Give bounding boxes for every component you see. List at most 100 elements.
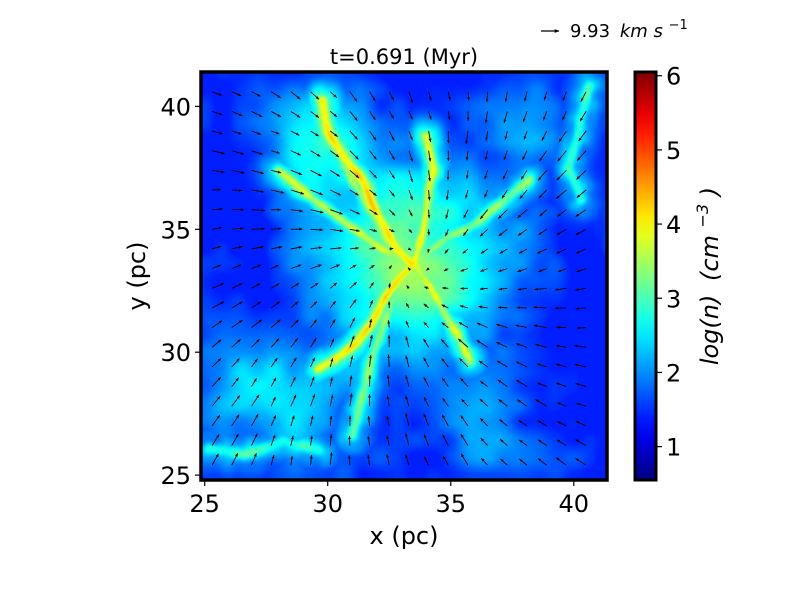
velocity-arrow: [458, 321, 469, 329]
velocity-arrow: [211, 395, 221, 407]
velocity-arrow: [558, 130, 567, 143]
velocity-arrow: [231, 91, 242, 97]
velocity-arrow: [405, 395, 410, 407]
velocity-arrow: [388, 130, 395, 142]
velocity-arrow: [349, 355, 354, 368]
velocity-arrow: [310, 376, 315, 387]
velocity-arrow: [330, 264, 341, 270]
velocity-arrow: [231, 282, 243, 289]
velocity-arrow: [271, 169, 282, 174]
velocity-arrow: [575, 248, 587, 254]
colorbar: 1 2 3 4 5 6 log(n) (cm −3 ): [633, 63, 724, 482]
velocity-arrow: [423, 338, 429, 348]
quiver-key: 9.93 km s −1: [541, 18, 688, 42]
velocity-arrow: [426, 267, 430, 271]
velocity-arrow: [329, 394, 334, 407]
velocity-arrow: [480, 248, 488, 254]
velocity-arrow: [408, 209, 413, 217]
velocity-arrow: [442, 397, 449, 407]
velocity-arrow: [497, 306, 508, 309]
velocity-arrow: [270, 264, 280, 270]
velocity-arrow: [575, 307, 587, 310]
velocity-arrow: [522, 150, 528, 161]
velocity-arrow: [386, 415, 390, 427]
quiver-key-unit-exponent: −1: [669, 18, 688, 33]
velocity-arrow: [310, 228, 324, 232]
velocity-arrow: [388, 282, 391, 289]
velocity-arrow: [329, 110, 338, 118]
velocity-arrow: [310, 91, 320, 100]
velocity-arrow: [251, 264, 262, 270]
velocity-arrow: [578, 130, 587, 142]
velocity-arrow: [388, 189, 395, 197]
velocity-arrow: [537, 382, 547, 388]
velocity-arrow: [575, 458, 587, 466]
y-tick-label: 30: [160, 339, 191, 367]
velocity-arrow: [575, 228, 587, 236]
velocity-arrow: [329, 130, 338, 137]
velocity-arrow: [211, 282, 225, 289]
velocity-arrow: [290, 435, 294, 446]
velocity-arrow: [310, 301, 318, 309]
velocity-arrow: [517, 287, 528, 291]
velocity-arrow: [533, 305, 547, 309]
velocity-arrow: [348, 455, 351, 466]
x-tick-label: 25: [189, 490, 220, 518]
velocity-arrow: [270, 338, 280, 348]
velocity-arrow: [329, 415, 333, 426]
velocity-arrow: [231, 130, 243, 135]
velocity-arrow: [465, 170, 469, 179]
velocity-arrow: [231, 377, 240, 387]
velocity-arrow: [349, 317, 356, 328]
velocity-arrow: [290, 150, 301, 156]
velocity-arrow: [576, 189, 587, 198]
velocity-arrow: [290, 110, 301, 118]
y-tick-label: 25: [160, 462, 191, 490]
velocity-arrow: [231, 358, 240, 368]
velocity-arrow: [329, 150, 340, 158]
velocity-arrow: [211, 130, 223, 135]
velocity-arrow: [329, 91, 338, 99]
velocity-arrow: [441, 358, 449, 368]
colorbar-fill: [635, 72, 656, 480]
velocity-arrow: [405, 375, 410, 387]
velocity-arrow: [329, 169, 341, 177]
velocity-arrow: [503, 111, 508, 124]
velocity-arrow: [406, 285, 410, 289]
velocity-arrow: [556, 248, 567, 254]
velocity-arrow: [329, 434, 333, 446]
velocity-arrow: [388, 150, 395, 160]
velocity-arrow: [408, 170, 413, 183]
velocity-arrow: [534, 287, 547, 291]
velocity-arrow: [271, 245, 283, 250]
velocity-arrow: [460, 433, 469, 446]
velocity-arrow: [369, 130, 377, 141]
velocity-arrow: [369, 91, 376, 102]
velocity-arrow: [537, 458, 547, 466]
velocity-arrow: [556, 209, 567, 217]
x-axis-ticks: 25 30 35 40: [189, 480, 589, 518]
chart-title: t=0.691 (Myr): [330, 45, 478, 69]
velocity-arrow: [251, 208, 266, 212]
velocity-arrow: [423, 321, 429, 328]
quiver-key-label: 9.93 km s −1: [570, 18, 688, 42]
velocity-arrow: [479, 209, 489, 220]
velocity-arrow: [290, 189, 305, 195]
velocity-arrow: [465, 130, 469, 145]
velocity-arrow: [575, 287, 587, 292]
velocity-arrow: [231, 433, 239, 446]
velocity-arrow: [389, 228, 395, 233]
velocity-arrow: [329, 377, 333, 387]
velocity-arrow: [231, 150, 245, 155]
velocity-arrow: [480, 380, 488, 387]
velocity-arrow: [575, 420, 587, 427]
velocity-arrow: [251, 377, 258, 387]
velocity-arrow: [349, 375, 353, 387]
velocity-arrow: [554, 287, 567, 291]
velocity-arrow: [211, 320, 223, 328]
velocity-arrow: [441, 414, 449, 427]
velocity-arrow: [231, 414, 240, 427]
velocity-arrow: [518, 248, 528, 254]
velocity-arrow: [290, 282, 300, 289]
velocity-arrow: [211, 264, 222, 270]
